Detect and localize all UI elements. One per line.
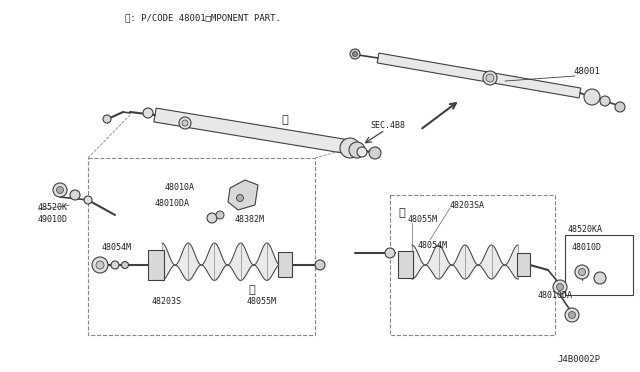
Text: 48001: 48001 <box>573 67 600 77</box>
Circle shape <box>553 280 567 294</box>
Circle shape <box>96 261 104 269</box>
Circle shape <box>53 183 67 197</box>
FancyBboxPatch shape <box>398 251 413 278</box>
Circle shape <box>575 265 589 279</box>
Circle shape <box>349 142 365 158</box>
Circle shape <box>385 248 395 258</box>
Text: SEC.4B8: SEC.4B8 <box>370 121 405 129</box>
Circle shape <box>143 108 153 118</box>
Text: 49010D: 49010D <box>38 215 68 224</box>
Circle shape <box>350 49 360 59</box>
Text: 48010D: 48010D <box>572 244 602 253</box>
Circle shape <box>483 71 497 85</box>
Text: 48203S: 48203S <box>152 298 182 307</box>
Text: ※: P/CODE 48001□MPONENT PART.: ※: P/CODE 48001□MPONENT PART. <box>125 13 281 22</box>
Circle shape <box>594 272 606 284</box>
Circle shape <box>565 308 579 322</box>
Polygon shape <box>377 53 581 98</box>
Circle shape <box>56 186 63 193</box>
Circle shape <box>182 120 188 126</box>
Circle shape <box>92 257 108 273</box>
Circle shape <box>557 283 563 291</box>
Text: 48055M: 48055M <box>408 215 438 224</box>
Text: 48010DA: 48010DA <box>155 199 190 208</box>
Circle shape <box>84 196 92 204</box>
Text: 48054M: 48054M <box>102 244 132 253</box>
Circle shape <box>486 74 494 82</box>
Text: J4B0002P: J4B0002P <box>557 356 600 365</box>
Circle shape <box>615 102 625 112</box>
Circle shape <box>237 195 243 202</box>
Circle shape <box>207 213 217 223</box>
Circle shape <box>103 115 111 123</box>
Circle shape <box>568 311 575 318</box>
Circle shape <box>122 262 129 269</box>
FancyBboxPatch shape <box>278 252 292 277</box>
Text: ※: ※ <box>282 115 289 125</box>
Text: 48203SA: 48203SA <box>450 201 485 209</box>
Text: 48520KA: 48520KA <box>568 225 603 234</box>
Circle shape <box>70 190 80 200</box>
Text: 48520K: 48520K <box>38 203 68 212</box>
Circle shape <box>315 260 325 270</box>
Circle shape <box>216 211 224 219</box>
FancyBboxPatch shape <box>565 235 633 295</box>
Circle shape <box>369 147 381 159</box>
FancyBboxPatch shape <box>148 250 164 280</box>
FancyBboxPatch shape <box>517 253 530 276</box>
Polygon shape <box>154 108 356 155</box>
Circle shape <box>357 147 367 157</box>
Text: 48382M: 48382M <box>235 215 265 224</box>
Circle shape <box>579 269 586 276</box>
Text: 48055M: 48055M <box>247 298 277 307</box>
Text: ※: ※ <box>399 208 405 218</box>
Circle shape <box>600 96 610 106</box>
Text: ※: ※ <box>248 285 255 295</box>
Circle shape <box>340 138 360 158</box>
Polygon shape <box>228 180 258 210</box>
Text: 48010A: 48010A <box>165 183 195 192</box>
Circle shape <box>111 261 119 269</box>
Text: 48010DA: 48010DA <box>538 291 573 299</box>
Text: 48054M: 48054M <box>418 241 448 250</box>
Circle shape <box>353 51 358 57</box>
Circle shape <box>179 117 191 129</box>
Circle shape <box>584 89 600 105</box>
